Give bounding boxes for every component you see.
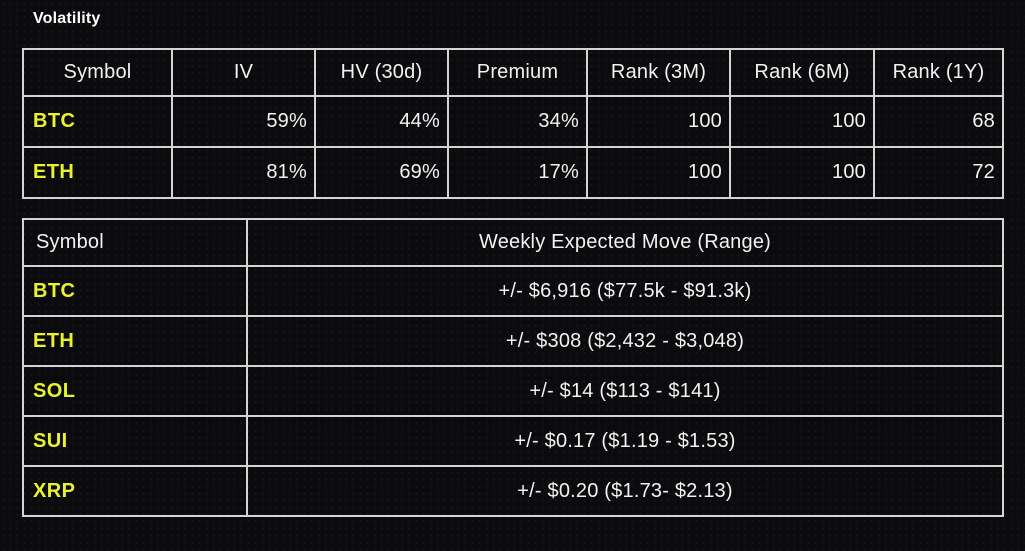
column-header-symbol: Symbol xyxy=(22,48,173,97)
symbol-cell-btc: BTC xyxy=(22,265,248,317)
move-value-eth: +/- $308 ($2,432 - $3,048) xyxy=(246,315,1004,367)
rank-3m-value-btc: 100 xyxy=(586,95,731,148)
symbol-cell-sui: SUI xyxy=(22,415,248,467)
column-header-iv: IV xyxy=(171,48,316,97)
table-row-btc: BTC 59% 44% 34% 100 100 68 xyxy=(22,95,1004,148)
page-title: Volatility xyxy=(33,10,101,27)
rank-6m-value-eth: 100 xyxy=(729,146,875,199)
iv-value-btc: 59% xyxy=(171,95,316,148)
symbol-cell-eth: ETH xyxy=(22,146,173,199)
iv-value-eth: 81% xyxy=(171,146,316,199)
rank-1y-value-btc: 68 xyxy=(873,95,1004,148)
table-row-eth: ETH 81% 69% 17% 100 100 72 xyxy=(22,146,1004,199)
symbol-cell-btc: BTC xyxy=(22,95,173,148)
volatility-header-row: Symbol IV HV (30d) Premium Rank (3M) Ran… xyxy=(22,48,1004,97)
table-row-eth-move: ETH +/- $308 ($2,432 - $3,048) xyxy=(22,315,1004,367)
hv-value-eth: 69% xyxy=(314,146,449,199)
premium-value-btc: 34% xyxy=(447,95,588,148)
rank-6m-value-btc: 100 xyxy=(729,95,875,148)
symbol-cell-sol: SOL xyxy=(22,365,248,417)
hv-value-btc: 44% xyxy=(314,95,449,148)
move-value-sol: +/- $14 ($113 - $141) xyxy=(246,365,1004,417)
column-header-rank-3m: Rank (3M) xyxy=(586,48,731,97)
column-header-rank-6m: Rank (6M) xyxy=(729,48,875,97)
rank-3m-value-eth: 100 xyxy=(586,146,731,199)
table-row-sui-move: SUI +/- $0.17 ($1.19 - $1.53) xyxy=(22,415,1004,467)
symbol-cell-eth: ETH xyxy=(22,315,248,367)
expected-move-header-row: Symbol Weekly Expected Move (Range) xyxy=(22,218,1004,267)
column-header-symbol: Symbol xyxy=(22,218,248,267)
column-header-rank-1y: Rank (1Y) xyxy=(873,48,1004,97)
column-header-hv-30d: HV (30d) xyxy=(314,48,449,97)
table-row-sol-move: SOL +/- $14 ($113 - $141) xyxy=(22,365,1004,417)
premium-value-eth: 17% xyxy=(447,146,588,199)
table-row-btc-move: BTC +/- $6,916 ($77.5k - $91.3k) xyxy=(22,265,1004,317)
column-header-weekly-expected-move: Weekly Expected Move (Range) xyxy=(246,218,1004,267)
move-value-sui: +/- $0.17 ($1.19 - $1.53) xyxy=(246,415,1004,467)
move-value-xrp: +/- $0.20 ($1.73- $2.13) xyxy=(246,465,1004,517)
table-row-xrp-move: XRP +/- $0.20 ($1.73- $2.13) xyxy=(22,465,1004,517)
symbol-cell-xrp: XRP xyxy=(22,465,248,517)
expected-move-table: Symbol Weekly Expected Move (Range) BTC … xyxy=(22,218,1004,517)
column-header-premium: Premium xyxy=(447,48,588,97)
rank-1y-value-eth: 72 xyxy=(873,146,1004,199)
volatility-table: Symbol IV HV (30d) Premium Rank (3M) Ran… xyxy=(22,48,1004,199)
move-value-btc: +/- $6,916 ($77.5k - $91.3k) xyxy=(246,265,1004,317)
